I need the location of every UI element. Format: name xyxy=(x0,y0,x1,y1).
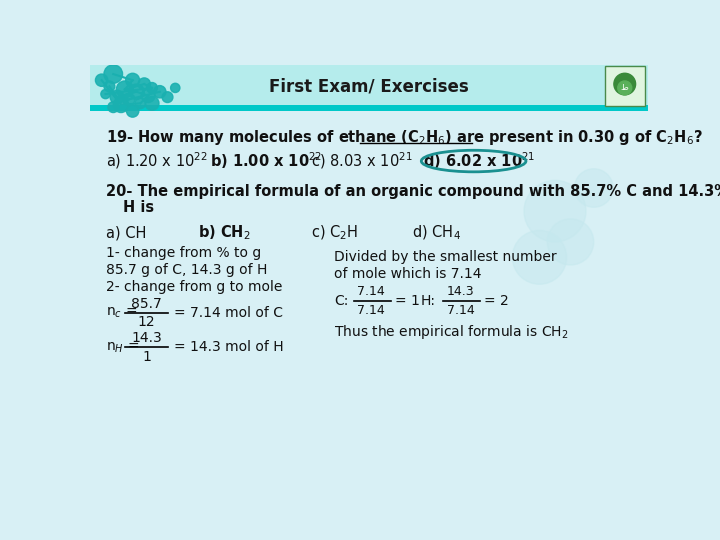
FancyBboxPatch shape xyxy=(90,65,648,481)
Text: c) C$_2$H: c) C$_2$H xyxy=(311,224,358,242)
Text: 19- How many molecules of ethane (C$_2$H$_6$) are present in 0.30 g of C$_2$H$_6: 19- How many molecules of ethane (C$_2$H… xyxy=(106,129,702,147)
Circle shape xyxy=(110,90,124,104)
Text: = 1: = 1 xyxy=(395,294,420,308)
Text: 7.14: 7.14 xyxy=(357,286,385,299)
Circle shape xyxy=(129,84,144,99)
Text: = 2: = 2 xyxy=(484,294,508,308)
FancyBboxPatch shape xyxy=(605,65,645,106)
Text: First Exam/ Exercises: First Exam/ Exercises xyxy=(269,77,469,96)
Text: 85.7: 85.7 xyxy=(131,296,162,310)
Circle shape xyxy=(162,92,173,103)
Text: 7.14: 7.14 xyxy=(357,304,385,317)
Text: of mole which is 7.14: of mole which is 7.14 xyxy=(334,267,482,281)
Text: 1: 1 xyxy=(142,349,151,363)
Text: ط: ط xyxy=(621,83,629,92)
Text: n$_H$ =: n$_H$ = xyxy=(106,340,139,355)
FancyBboxPatch shape xyxy=(90,65,648,111)
Text: H:: H: xyxy=(421,294,436,308)
Text: Divided by the smallest number: Divided by the smallest number xyxy=(334,251,557,264)
Circle shape xyxy=(104,65,122,83)
Circle shape xyxy=(145,96,159,110)
Text: b) 1.00 x 10$^{22}$: b) 1.00 x 10$^{22}$ xyxy=(210,151,323,171)
Text: C:: C: xyxy=(334,294,348,308)
Circle shape xyxy=(141,89,155,103)
Circle shape xyxy=(138,78,150,90)
Text: = 14.3 mol of H: = 14.3 mol of H xyxy=(174,340,284,354)
Circle shape xyxy=(117,81,133,98)
Circle shape xyxy=(147,83,158,93)
Text: b) CH$_2$: b) CH$_2$ xyxy=(199,224,251,242)
Circle shape xyxy=(171,83,180,92)
Text: = 7.14 mol of C: = 7.14 mol of C xyxy=(174,306,283,320)
Circle shape xyxy=(547,219,594,265)
Circle shape xyxy=(122,93,135,106)
Circle shape xyxy=(108,102,119,112)
Text: 7.14: 7.14 xyxy=(446,304,474,317)
Text: a) 1.20 x 10$^{22}$: a) 1.20 x 10$^{22}$ xyxy=(106,151,207,171)
Text: 20- The empirical formula of an organic compound with 85.7% C and 14.3%: 20- The empirical formula of an organic … xyxy=(106,184,720,199)
Circle shape xyxy=(135,98,145,109)
Circle shape xyxy=(127,105,139,117)
Text: d) CH$_4$: d) CH$_4$ xyxy=(412,224,461,242)
Circle shape xyxy=(96,74,108,86)
Text: 2- change from g to mole: 2- change from g to mole xyxy=(106,280,282,294)
Text: 14.3: 14.3 xyxy=(446,286,474,299)
Text: H is: H is xyxy=(122,200,153,215)
Text: 1- change from % to g: 1- change from % to g xyxy=(106,246,261,260)
Circle shape xyxy=(513,231,567,284)
Text: n$_c$ =: n$_c$ = xyxy=(106,306,137,320)
Circle shape xyxy=(113,97,129,112)
Text: a) CH: a) CH xyxy=(106,225,146,240)
Circle shape xyxy=(126,73,140,87)
Text: 85.7 g of C, 14.3 g of H: 85.7 g of C, 14.3 g of H xyxy=(106,264,267,278)
Circle shape xyxy=(575,168,613,207)
Text: 12: 12 xyxy=(138,315,156,329)
Circle shape xyxy=(101,90,110,99)
Text: 14.3: 14.3 xyxy=(131,331,162,345)
Circle shape xyxy=(524,180,586,242)
Circle shape xyxy=(104,81,114,92)
Circle shape xyxy=(618,81,631,95)
Text: Thus the empirical formula is CH$_2$: Thus the empirical formula is CH$_2$ xyxy=(334,323,569,341)
Text: c) 8.03 x 10$^{21}$: c) 8.03 x 10$^{21}$ xyxy=(311,151,413,171)
Circle shape xyxy=(614,73,636,95)
Circle shape xyxy=(153,85,166,98)
FancyBboxPatch shape xyxy=(90,105,648,111)
Text: d) 6.02 x 10$^{21}$: d) 6.02 x 10$^{21}$ xyxy=(423,151,536,171)
